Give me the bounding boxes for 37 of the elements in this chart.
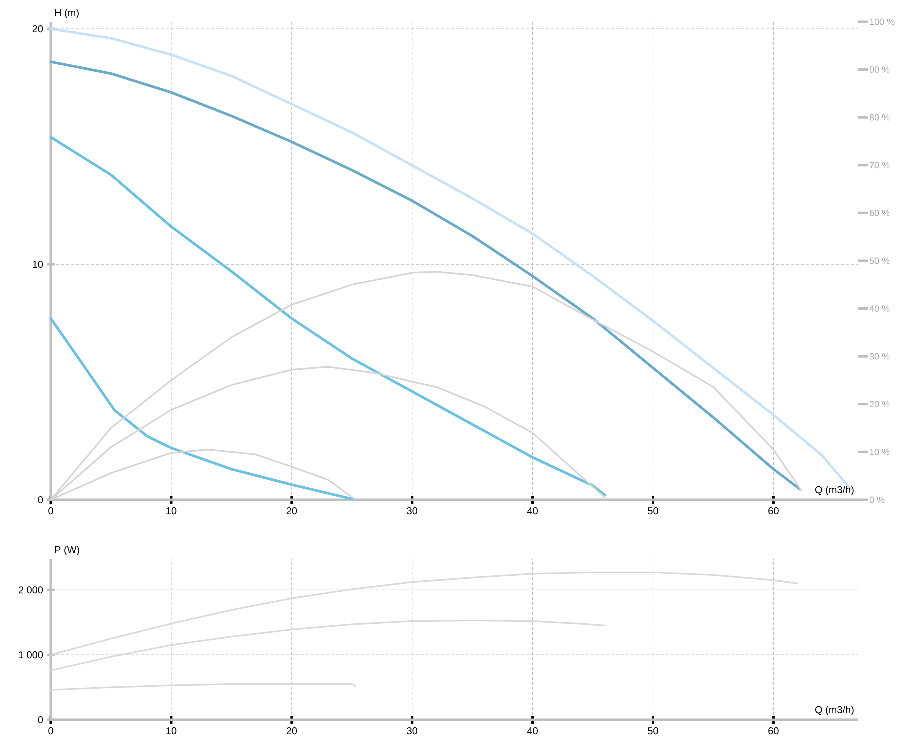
y2-tick-label: 90 %: [870, 66, 890, 73]
y-tick-label: 10: [33, 260, 44, 268]
x-tick-label: 60: [768, 728, 779, 735]
x-tick-label: 0: [48, 728, 54, 735]
y2-tick-label: 40 %: [870, 306, 890, 312]
x-axis-title: Q (m3/h): [815, 486, 854, 496]
y2-tick-label: 80 %: [870, 114, 890, 121]
y-axis-title: H (m): [55, 9, 79, 18]
x-tick-label: 30: [407, 508, 418, 515]
y2-tick-label: 100 %: [870, 18, 895, 26]
line-series: [50, 572, 799, 656]
y2-tick-label: 60 %: [870, 210, 890, 216]
x-tick-label: 10: [166, 508, 177, 515]
y2-tick-label: 0 %: [870, 496, 885, 504]
y2-tick-label: 20 %: [870, 401, 890, 408]
x-tick-label: 50: [648, 728, 658, 735]
x-axis-title: Q (m3/h): [815, 706, 854, 716]
x-tick-label: 10: [166, 728, 177, 735]
y-tick-label: 2 000: [18, 586, 44, 594]
y2-tick-label: 70 %: [870, 162, 890, 169]
x-tick-label: 40: [527, 508, 538, 515]
x-tick-label: 0: [48, 508, 54, 515]
y-tick-label: 0: [38, 496, 44, 504]
x-tick-label: 30: [407, 728, 418, 735]
x-tick-label: 60: [768, 508, 779, 515]
y-axis-title: P (W): [55, 546, 80, 556]
line-series: [50, 620, 606, 672]
y2-tick-label: 30 %: [870, 353, 890, 360]
y-tick-label: 20: [32, 26, 44, 33]
y-tick-label: 1 000: [19, 652, 44, 659]
x-tick-label: 20: [286, 728, 298, 735]
y-tick-label: 0: [38, 716, 44, 724]
y2-tick-label: 10 %: [870, 448, 890, 456]
y2-tick-label: 50 %: [870, 258, 890, 264]
x-tick-label: 50: [648, 508, 658, 515]
x-tick-label: 40: [527, 728, 538, 735]
x-tick-label: 20: [286, 508, 298, 515]
